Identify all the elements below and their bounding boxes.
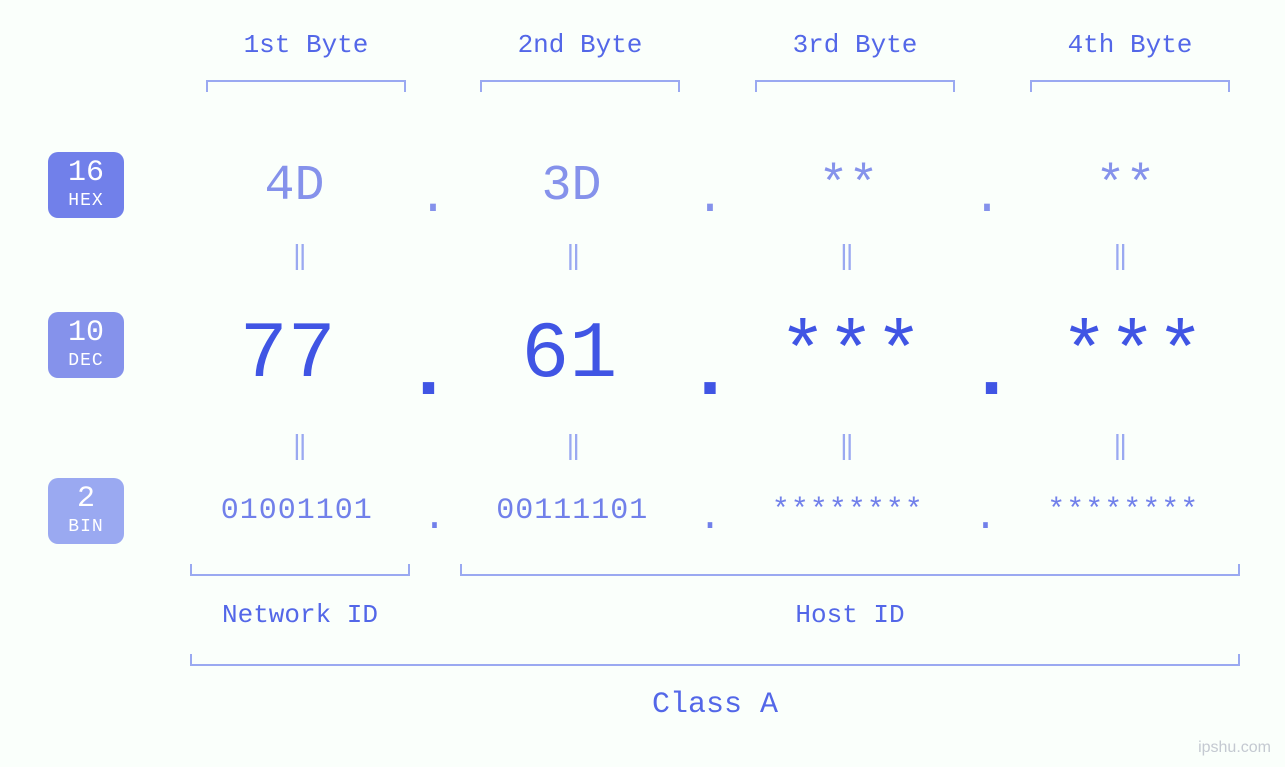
equals-row-dec-bin: || || || || xyxy=(175,432,1245,463)
hex-sep-2: . xyxy=(691,170,729,227)
equals-row-hex-dec: || || || || xyxy=(175,242,1245,273)
bin-sep-3: . xyxy=(969,496,1001,541)
badge-dec-base: 10 xyxy=(48,318,124,350)
eq-2-3: || xyxy=(722,432,972,463)
dec-byte-2: 61 xyxy=(457,310,682,401)
eq-1-2: || xyxy=(449,242,699,273)
eq-1-3: || xyxy=(722,242,972,273)
base-badge-dec: 10 DEC xyxy=(48,312,124,378)
network-id-label: Network ID xyxy=(190,600,410,630)
badge-hex-label: HEX xyxy=(48,192,124,211)
host-id-label: Host ID xyxy=(460,600,1240,630)
byte-bracket-4 xyxy=(1030,80,1230,92)
base-badge-bin: 2 BIN xyxy=(48,478,124,544)
dec-byte-1: 77 xyxy=(175,310,400,401)
byte-header-1: 1st Byte xyxy=(206,30,406,60)
byte-bracket-2 xyxy=(480,80,680,92)
dec-row: 77 . 61 . *** . *** xyxy=(175,310,1245,401)
base-badge-hex: 16 HEX xyxy=(48,152,124,218)
eq-1-4: || xyxy=(996,242,1246,273)
byte-header-4: 4th Byte xyxy=(1030,30,1230,60)
byte-header-2: 2nd Byte xyxy=(480,30,680,60)
hex-byte-1: 4D xyxy=(175,158,414,215)
hex-sep-3: . xyxy=(968,170,1006,227)
byte-header-3: 3rd Byte xyxy=(755,30,955,60)
watermark: ipshu.com xyxy=(1198,739,1271,757)
bin-sep-2: . xyxy=(694,496,726,541)
dec-sep-1: . xyxy=(400,328,456,419)
dec-byte-4: *** xyxy=(1020,310,1245,401)
dec-sep-2: . xyxy=(682,328,738,419)
hex-byte-3: ** xyxy=(729,158,968,215)
badge-dec-label: DEC xyxy=(48,352,124,371)
hex-byte-2: 3D xyxy=(452,158,691,215)
badge-hex-base: 16 xyxy=(48,158,124,190)
hex-byte-4: ** xyxy=(1006,158,1245,215)
host-id-bracket xyxy=(460,564,1240,576)
bin-byte-4: ******** xyxy=(1002,494,1245,528)
eq-1-1: || xyxy=(175,242,425,273)
byte-bracket-1 xyxy=(206,80,406,92)
bin-byte-2: 00111101 xyxy=(451,494,694,528)
class-label: Class A xyxy=(190,688,1240,722)
hex-sep-1: . xyxy=(414,170,452,227)
bin-row: 01001101 . 00111101 . ******** . *******… xyxy=(175,488,1245,533)
badge-bin-label: BIN xyxy=(48,518,124,537)
dec-sep-3: . xyxy=(963,328,1019,419)
eq-2-4: || xyxy=(996,432,1246,463)
eq-2-1: || xyxy=(175,432,425,463)
network-id-bracket xyxy=(190,564,410,576)
dec-byte-3: *** xyxy=(738,310,963,401)
bin-byte-3: ******** xyxy=(726,494,969,528)
byte-bracket-3 xyxy=(755,80,955,92)
badge-bin-base: 2 xyxy=(48,484,124,516)
bin-sep-1: . xyxy=(418,496,450,541)
bin-byte-1: 01001101 xyxy=(175,494,418,528)
eq-2-2: || xyxy=(449,432,699,463)
hex-row: 4D . 3D . ** . ** xyxy=(175,158,1245,215)
class-bracket xyxy=(190,654,1240,666)
